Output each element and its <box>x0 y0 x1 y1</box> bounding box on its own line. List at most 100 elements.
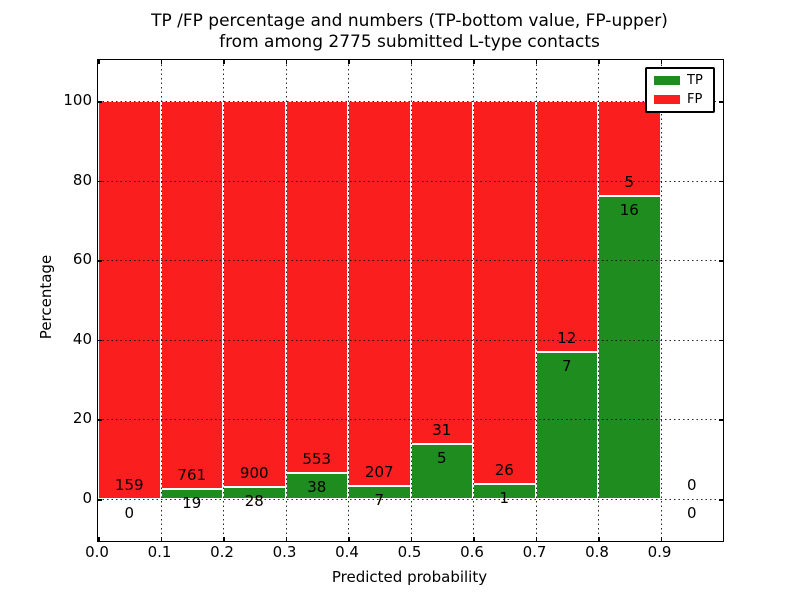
x-tick-mark <box>598 60 600 64</box>
v-gridline <box>535 60 537 541</box>
x-tick-mark <box>160 60 162 64</box>
fp-bar-segment <box>285 101 348 474</box>
fp-count-label: 0 <box>686 476 697 494</box>
v-gridline <box>660 60 662 541</box>
tp-count-label: 19 <box>182 494 202 513</box>
x-tick-mark <box>348 537 350 541</box>
x-tick-mark <box>98 537 100 541</box>
plot-area: 159 0 761 19 900 28 553 38 207 7 31 5 26 1 12 7 5 16 0 0 <box>97 59 724 542</box>
x-tick-mark <box>285 60 287 64</box>
x-tick-mark <box>535 60 537 64</box>
v-gridline <box>348 60 349 541</box>
y-tick-label: 60 <box>72 250 92 269</box>
y-tick-label: 40 <box>72 329 92 348</box>
x-tick-label: 0.2 <box>210 543 234 561</box>
tp-bar-segment <box>598 195 661 499</box>
fp-legend-swatch <box>654 95 680 104</box>
y-tick-label: 20 <box>72 409 92 428</box>
x-tick-mark <box>223 60 225 64</box>
y-tick-mark <box>719 180 723 183</box>
fp-bar-segment <box>223 101 286 487</box>
v-gridline <box>285 60 287 541</box>
chart-title-line2: from among 2775 submitted L-type contact… <box>219 32 600 52</box>
x-tick-mark <box>98 60 100 64</box>
fp-count-label: 12 <box>557 329 577 348</box>
tp-legend-swatch <box>654 76 680 85</box>
tp-legend-label: TP <box>687 73 703 88</box>
v-gridline <box>410 60 412 541</box>
v-gridline <box>160 60 162 541</box>
y-axis-label: Percentage <box>37 254 55 340</box>
v-gridline <box>223 60 224 541</box>
y-tick-mark <box>719 260 723 262</box>
fp-bar-segment <box>410 101 473 444</box>
fp-count-label: 31 <box>432 420 452 439</box>
fp-count-label: 761 <box>177 466 207 485</box>
x-tick-mark <box>473 60 475 64</box>
tp-count-label: 7 <box>561 357 572 376</box>
y-tick-mark <box>719 101 723 103</box>
x-tick-mark <box>160 537 162 541</box>
y-tick-mark <box>98 499 102 501</box>
tp-count-label: 0 <box>124 504 135 522</box>
y-tick-mark <box>719 499 723 501</box>
x-tick-label: 0.4 <box>335 543 359 561</box>
fp-bar-segment <box>535 101 598 353</box>
fp-count-label: 5 <box>624 172 635 191</box>
x-tick-label: 0.6 <box>460 543 484 561</box>
fp-count-label: 159 <box>114 476 144 494</box>
fp-count-label: 900 <box>239 463 269 482</box>
legend: TP FP <box>645 67 715 113</box>
y-tick-mark <box>719 419 723 421</box>
tp-count-label: 1 <box>499 489 510 508</box>
x-tick-label: 0.7 <box>522 543 547 561</box>
x-tick-mark <box>348 60 350 64</box>
x-tick-label: 0.8 <box>585 543 609 561</box>
y-tick-mark <box>98 101 102 103</box>
tp-count-label: 5 <box>436 448 447 467</box>
chart-title: TP /FP percentage and numbers (TP-bottom… <box>97 11 722 53</box>
x-tick-mark <box>660 60 662 64</box>
y-tick-mark <box>719 339 723 342</box>
y-tick-mark <box>98 419 102 421</box>
y-tick-mark <box>98 339 102 342</box>
x-tick-mark <box>598 537 600 541</box>
x-tick-mark <box>410 60 412 64</box>
v-gridline <box>598 60 599 541</box>
tp-bar-segment <box>535 352 598 499</box>
legend-entry-tp: TP <box>654 74 706 87</box>
x-tick-label: 0.1 <box>147 543 172 561</box>
y-tick-label: 80 <box>72 170 92 189</box>
x-axis-label: Predicted probability <box>331 568 488 586</box>
x-tick-mark <box>223 537 225 541</box>
tp-count-label: 28 <box>244 491 264 510</box>
y-tick-mark <box>98 260 102 262</box>
x-tick-mark <box>660 537 662 541</box>
fp-bar-segment <box>348 101 411 486</box>
y-tick-label: 100 <box>63 91 92 109</box>
tp-bar-segment <box>285 473 348 499</box>
fp-bar-segment <box>98 101 161 499</box>
tp-count-label: 16 <box>619 200 639 219</box>
x-tick-mark <box>410 537 412 541</box>
x-tick-mark <box>473 537 475 541</box>
tp-count-label: 38 <box>307 478 327 497</box>
x-tick-mark <box>535 537 537 541</box>
x-tick-label: 0.5 <box>397 543 422 561</box>
v-gridline <box>473 60 474 541</box>
tp-count-label: 0 <box>686 504 697 522</box>
y-tick-label: 0 <box>82 489 92 507</box>
chart-title-line1: TP /FP percentage and numbers (TP-bottom… <box>151 11 668 31</box>
fp-bar-segment <box>473 101 536 485</box>
tp-count-label: 7 <box>374 490 385 509</box>
fp-count-label: 207 <box>364 462 394 481</box>
fp-count-label: 553 <box>302 450 332 469</box>
x-tick-label: 0.0 <box>85 543 109 561</box>
x-tick-label: 0.9 <box>647 543 672 561</box>
fp-count-label: 26 <box>494 461 514 480</box>
fp-legend-label: FP <box>687 92 703 107</box>
x-tick-label: 0.3 <box>272 543 297 561</box>
legend-entry-fp: FP <box>654 93 706 106</box>
fp-bar-segment <box>160 101 223 490</box>
